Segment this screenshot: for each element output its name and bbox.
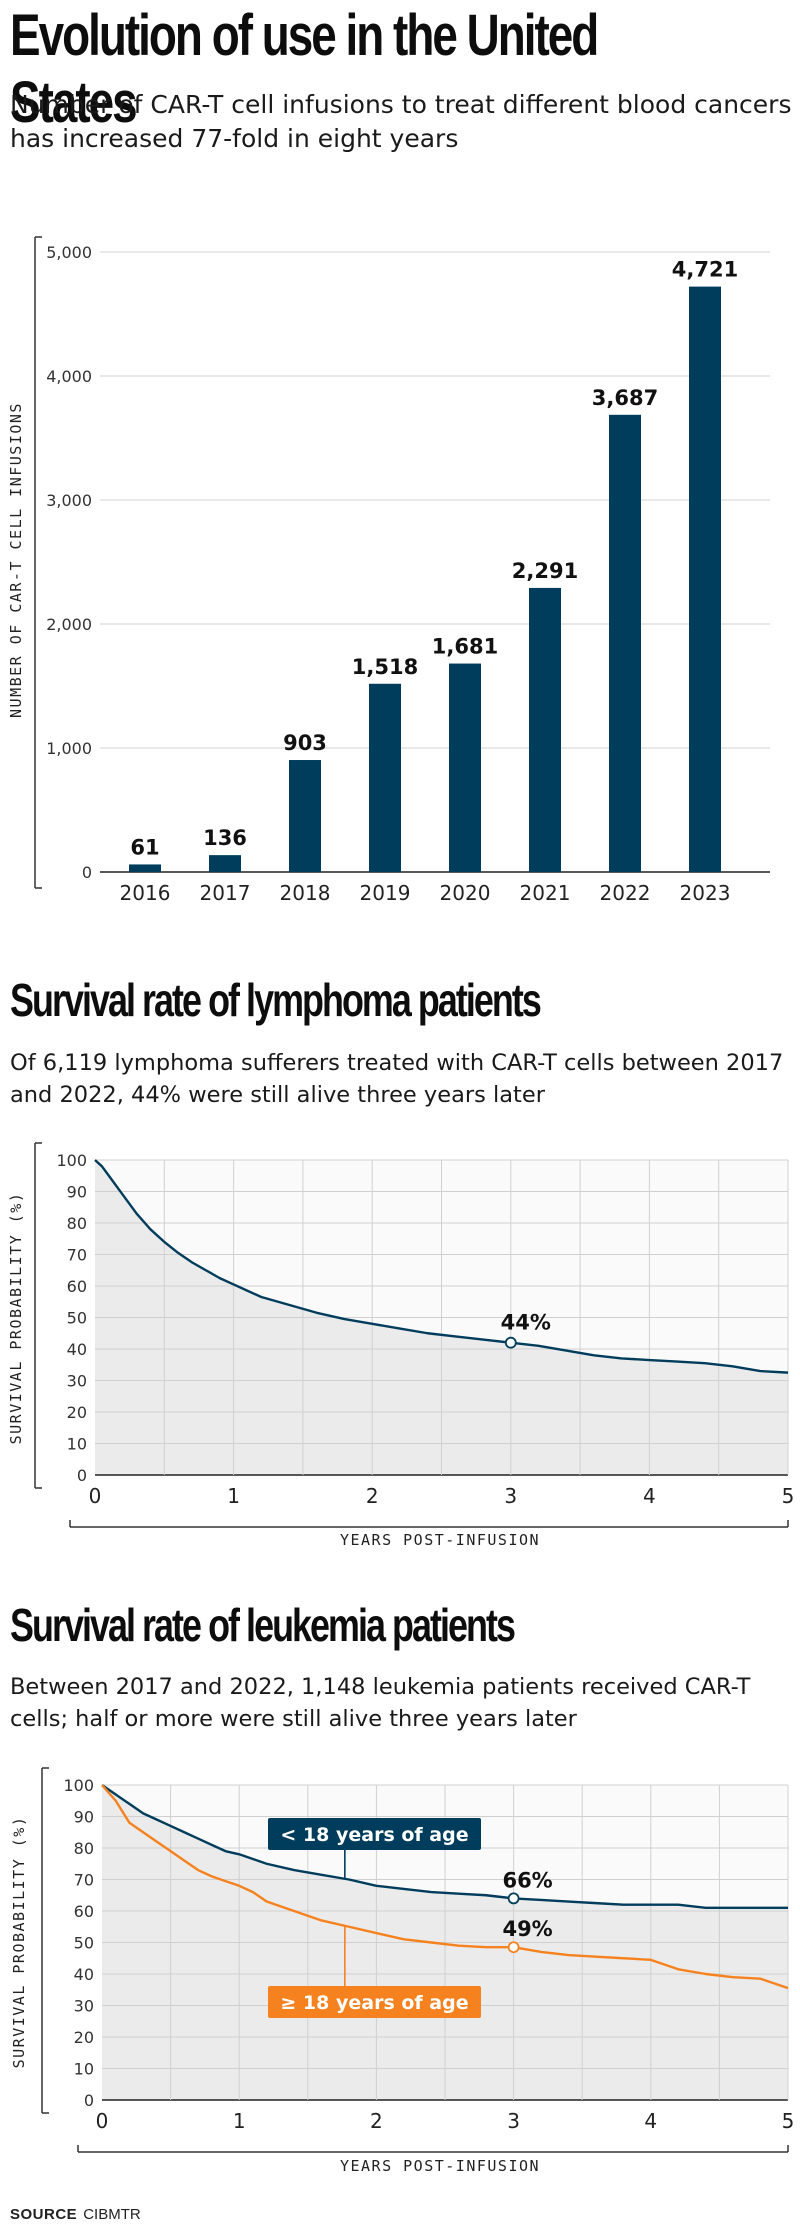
- bar-value-label: 136: [203, 826, 247, 850]
- lymphoma-title: Survival rate of lymphoma patients: [10, 974, 542, 1026]
- bar-chart-y-tick-label: 0: [82, 863, 92, 882]
- bar-value-label: 3,687: [592, 386, 658, 410]
- lymphoma-x-tick-label: 4: [643, 1484, 656, 1508]
- leukemia-x-tick-label: 0: [96, 2109, 109, 2133]
- leukemia-x-axis-label: YEARS POST-INFUSION: [340, 2157, 540, 2175]
- leukemia-y-tick-label: 30: [74, 1997, 94, 2016]
- leukemia-y-tick-label: 60: [74, 1902, 94, 1921]
- lymphoma-y-tick-label: 30: [67, 1372, 87, 1391]
- bar-chart-x-tick-label: 2019: [360, 881, 411, 905]
- bar-chart-y-tick-label: 3,000: [46, 491, 92, 510]
- leukemia-y-tick-label: 70: [74, 1871, 94, 1890]
- bar-2023: [689, 286, 721, 872]
- bar-chart-x-tick-label: 2022: [600, 881, 651, 905]
- leukemia-y-tick-label: 100: [63, 1776, 94, 1795]
- bar-value-label: 2,291: [512, 559, 578, 583]
- lymphoma-x-tick-label: 2: [366, 1484, 379, 1508]
- bar-chart-x-tick-label: 2016: [120, 881, 171, 905]
- lymphoma-x-tick-label: 1: [227, 1484, 240, 1508]
- leukemia-y-tick-label: 0: [84, 2091, 94, 2110]
- lymphoma-survival-chart: 0 10 20 30 40 50 60 70 80 90 100 0 1 2 3 4 5 44% SURVIVAL…: [7, 1142, 795, 1549]
- bar-value-label: 1,518: [352, 655, 418, 679]
- bar-2020: [449, 663, 481, 872]
- bar-chart-x-tick-label: 2018: [280, 881, 331, 905]
- lymphoma-y-axis-label: SURVIVAL PROBABILITY (%): [7, 1192, 25, 1445]
- lymphoma-x-tick-label: 5: [782, 1484, 795, 1508]
- leukemia-y-tick-label: 50: [74, 1934, 94, 1953]
- lymphoma-x-tick-label: 3: [504, 1484, 517, 1508]
- bar-chart-x-tick-label: 2023: [680, 881, 731, 905]
- lymphoma-y-tick-label: 100: [56, 1151, 87, 1170]
- leukemia-annotation-label: 49%: [502, 1917, 552, 1941]
- leukemia-title: Survival rate of leukemia patients: [10, 1599, 516, 1651]
- bar-chart-x-tick-label: 2021: [520, 881, 571, 905]
- bar-chart-x-tick-label: 2017: [200, 881, 251, 905]
- leukemia-x-tick-label: 5: [782, 2109, 795, 2133]
- leukemia-series-line: [101, 1784, 789, 1990]
- bar-value-label: 4,721: [672, 258, 738, 282]
- bar-2016: [129, 864, 161, 872]
- lymphoma-annotation-marker: [504, 1336, 517, 1349]
- leukemia-series-line: [101, 1784, 788, 1910]
- lymphoma-y-tick-label: 80: [67, 1214, 87, 1233]
- source-note: SOURCE CIBMTR: [10, 2206, 141, 2223]
- bar-chart-x-tick-label: 2020: [440, 881, 491, 905]
- bar-chart-y-tick-label: 5,000: [46, 243, 92, 262]
- leukemia-x-tick-label: 3: [507, 2109, 520, 2133]
- leukemia-y-tick-label: 90: [74, 1808, 94, 1827]
- leukemia-x-tick-label: 2: [370, 2109, 383, 2133]
- bar-2017: [209, 855, 241, 872]
- legend-18-plus-box: [268, 1986, 481, 2018]
- lymphoma-x-axis-label: YEARS POST-INFUSION: [340, 1531, 540, 1549]
- lymphoma-series-line: [94, 1159, 789, 1374]
- lymphoma-y-tick-label: 40: [67, 1340, 87, 1359]
- bar-value-label: 1,681: [432, 635, 498, 659]
- bar-value-label: 903: [283, 731, 327, 755]
- bar-chart-y-tick-label: 1,000: [46, 739, 92, 758]
- bar-chart-y-tick-label: 2,000: [46, 615, 92, 634]
- bar-2022: [609, 414, 641, 872]
- main-title: Evolution of use in the United States: [10, 3, 599, 135]
- legend-under-18-label: < 18 years of age: [280, 1824, 468, 1846]
- bar-chart: 0 1,000 2,000 3,000 4,000 5,000 61 2016 136 2017 9…: [7, 236, 770, 905]
- leukemia-y-tick-label: 80: [74, 1839, 94, 1858]
- lymphoma-y-tick-label: 60: [67, 1277, 87, 1296]
- leukemia-subtitle: Between 2017 and 2022, 1,148 leukemia pa…: [10, 1674, 751, 1732]
- lymphoma-subtitle: Of 6,119 lymphoma sufferers treated with…: [10, 1050, 784, 1108]
- leukemia-x-tick-label: 4: [644, 2109, 657, 2133]
- lymphoma-y-tick-label: 10: [67, 1435, 87, 1454]
- bar-chart-y-axis-label: NUMBER OF CAR-T CELL INFUSIONS: [7, 402, 25, 718]
- bar-2019: [369, 683, 401, 872]
- lymphoma-y-tick-label: 70: [67, 1246, 87, 1265]
- lymphoma-x-tick-label: 0: [89, 1484, 102, 1508]
- lymphoma-y-tick-label: 20: [67, 1403, 87, 1422]
- leukemia-y-tick-label: 40: [74, 1965, 94, 1984]
- leukemia-annotation-marker: [507, 1941, 520, 1954]
- bar-value-label: 61: [130, 835, 159, 859]
- bar-2018: [289, 760, 321, 872]
- source-text: CIBMTR: [83, 2206, 141, 2223]
- lymphoma-annotation-label: 44%: [501, 1311, 551, 1335]
- bar-chart-y-tick-label: 4,000: [46, 367, 92, 386]
- lymphoma-y-tick-label: 90: [67, 1183, 87, 1202]
- bar-2021: [529, 587, 561, 872]
- leukemia-x-tick-label: 1: [233, 2109, 246, 2133]
- leukemia-annotation-label: 66%: [502, 1868, 552, 1892]
- leukemia-y-tick-label: 10: [74, 2060, 94, 2079]
- lymphoma-y-tick-label: 50: [67, 1309, 87, 1328]
- source-label: SOURCE: [10, 2206, 78, 2223]
- leukemia-y-tick-label: 20: [74, 2028, 94, 2047]
- lymphoma-y-tick-label: 0: [77, 1466, 87, 1485]
- legend-18-plus-label: ≥ 18 years of age: [280, 1992, 468, 2014]
- leukemia-y-axis-label: SURVIVAL PROBABILITY (%): [10, 1816, 28, 2069]
- legend-under-18-box: [268, 1818, 481, 1850]
- main-subtitle: Number of CAR-T cell infusions to treat …: [10, 90, 792, 153]
- lymphoma-area-fill: [95, 1160, 788, 1475]
- leukemia-annotation-marker: [507, 1892, 520, 1905]
